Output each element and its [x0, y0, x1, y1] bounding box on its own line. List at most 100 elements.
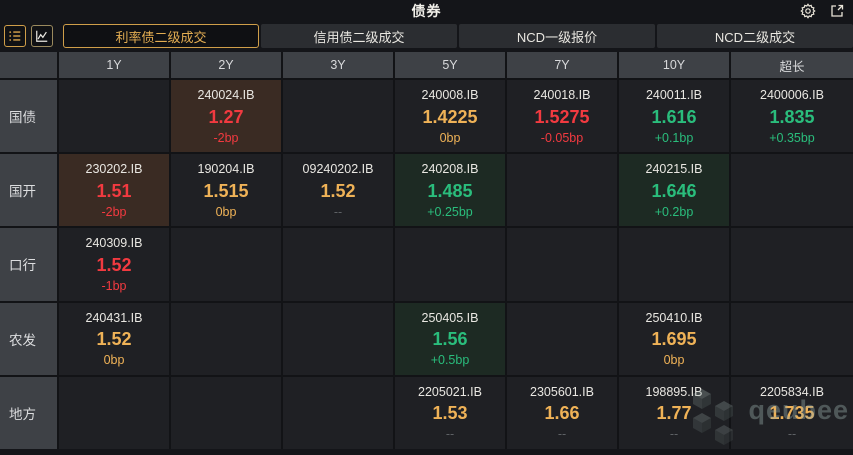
cell-exim-3y-empty [283, 228, 393, 301]
bond-code: 230202.IB [85, 162, 143, 177]
title-bar: 债券 [0, 0, 853, 22]
cell-adbc-7y-empty [507, 302, 617, 375]
cell-cdb-3y[interactable]: 09240202.IB 1.52 -- [283, 154, 393, 227]
bond-change: -- [787, 427, 797, 442]
col-header-7y: 7Y [507, 52, 617, 78]
tab-credit-bond-secondary[interactable]: 信用债二级成交 [261, 24, 457, 48]
bond-change: -- [557, 427, 567, 442]
bond-yield: 1.52 [96, 329, 132, 350]
bond-change: -2bp [213, 130, 239, 145]
bond-code: 2305601.IB [530, 384, 594, 399]
bond-change: +0.25bp [427, 204, 473, 219]
col-header-3y: 3Y [283, 52, 393, 78]
cell-exim-ultra-long-empty [731, 228, 853, 301]
col-header-5y: 5Y [395, 52, 505, 78]
row-label-adbc: 农发 [0, 302, 57, 375]
cell-cdb-ultra-long-empty [731, 154, 853, 227]
bond-change: 0bp [103, 353, 125, 368]
cell-treasury-7y[interactable]: 240018.IB 1.5275 -0.05bp [507, 80, 617, 153]
bond-code: 198895.IB [645, 384, 703, 399]
tab-rate-bond-secondary[interactable]: 利率债二级成交 [63, 24, 259, 48]
cell-local-gov-10y[interactable]: 198895.IB 1.77 -- [619, 376, 729, 449]
bond-yield: 1.485 [427, 180, 473, 201]
bond-yield: 1.735 [769, 403, 815, 424]
cell-treasury-ultra-long[interactable]: 2400006.IB 1.835 +0.35bp [731, 80, 853, 153]
bond-change: +0.2bp [654, 204, 694, 219]
page-title: 债券 [411, 3, 442, 19]
bond-yield: 1.66 [544, 403, 580, 424]
cell-treasury-2y[interactable]: 240024.IB 1.27 -2bp [171, 80, 281, 153]
bond-code: 250405.IB [421, 310, 479, 325]
bond-yield: 1.52 [96, 254, 132, 275]
toolbar: 利率债二级成交 信用债二级成交 NCD一级报价 NCD二级成交 [0, 22, 853, 52]
line-chart-icon [36, 30, 48, 42]
bond-yield: 1.695 [651, 329, 697, 350]
bond-change: 0bp [439, 130, 461, 145]
bond-code: 2205021.IB [418, 384, 482, 399]
bond-code: 250410.IB [645, 310, 703, 325]
cell-exim-1y[interactable]: 240309.IB 1.52 -1bp [59, 228, 169, 301]
cell-adbc-10y[interactable]: 250410.IB 1.695 0bp [619, 302, 729, 375]
col-header-1y: 1Y [59, 52, 169, 78]
cell-cdb-5y[interactable]: 240208.IB 1.485 +0.25bp [395, 154, 505, 227]
col-header-ultra-long: 超长 [731, 52, 853, 78]
tab-bar: 利率债二级成交 信用债二级成交 NCD一级报价 NCD二级成交 [63, 24, 853, 48]
bond-yield: 1.56 [432, 329, 468, 350]
open-external-icon[interactable] [829, 3, 845, 19]
cell-local-gov-ultra-long[interactable]: 2205834.IB 1.735 -- [731, 376, 853, 449]
cell-adbc-5y[interactable]: 250405.IB 1.56 +0.5bp [395, 302, 505, 375]
cell-local-gov-2y-empty [171, 376, 281, 449]
bond-change: -- [333, 204, 343, 219]
bond-yield: 1.5275 [534, 106, 590, 127]
cell-treasury-5y[interactable]: 240008.IB 1.4225 0bp [395, 80, 505, 153]
bond-code: 240431.IB [85, 310, 143, 325]
cell-exim-10y-empty [619, 228, 729, 301]
bond-code: 240024.IB [197, 88, 255, 102]
row-label-treasury: 国债 [0, 80, 57, 153]
cell-local-gov-1y-empty [59, 376, 169, 449]
bond-change: 0bp [663, 353, 685, 368]
settings-gear-icon[interactable] [800, 3, 816, 19]
bond-code: 240018.IB [533, 88, 591, 102]
bond-code: 190204.IB [197, 162, 255, 177]
bond-yield: 1.4225 [422, 106, 478, 127]
bond-change: -- [445, 427, 455, 442]
bond-code: 240011.IB [645, 88, 703, 102]
cell-cdb-7y-empty [507, 154, 617, 227]
tab-ncd-primary-quote[interactable]: NCD一级报价 [459, 24, 655, 48]
cell-local-gov-5y[interactable]: 2205021.IB 1.53 -- [395, 376, 505, 449]
bond-change: -- [669, 427, 679, 442]
bond-yield: 1.52 [320, 180, 356, 201]
list-icon [9, 31, 21, 41]
chart-view-button[interactable] [31, 25, 53, 47]
cell-cdb-10y[interactable]: 240215.IB 1.646 +0.2bp [619, 154, 729, 227]
bond-change: +0.5bp [430, 353, 470, 368]
cell-treasury-10y[interactable]: 240011.IB 1.616 +0.1bp [619, 80, 729, 153]
bond-yield: 1.835 [769, 106, 815, 127]
cell-local-gov-7y[interactable]: 2305601.IB 1.66 -- [507, 376, 617, 449]
bond-yield: 1.646 [651, 180, 697, 201]
table-corner [0, 52, 57, 78]
col-header-2y: 2Y [171, 52, 281, 78]
row-label-local-gov: 地方 [0, 376, 57, 449]
cell-local-gov-3y-empty [283, 376, 393, 449]
bond-code: 240208.IB [421, 162, 479, 177]
cell-cdb-1y[interactable]: 230202.IB 1.51 -2bp [59, 154, 169, 227]
bond-code: 240008.IB [421, 88, 479, 102]
list-view-button[interactable] [4, 25, 26, 47]
cell-adbc-3y-empty [283, 302, 393, 375]
cell-treasury-1y-empty [59, 80, 169, 153]
cell-exim-7y-empty [507, 228, 617, 301]
bond-yield: 1.27 [208, 106, 244, 127]
cell-adbc-2y-empty [171, 302, 281, 375]
tab-ncd-secondary[interactable]: NCD二级成交 [657, 24, 853, 48]
bond-yield: 1.515 [203, 180, 249, 201]
bond-yield: 1.616 [651, 106, 697, 127]
cell-treasury-3y-empty [283, 80, 393, 153]
cell-adbc-1y[interactable]: 240431.IB 1.52 0bp [59, 302, 169, 375]
cell-cdb-2y[interactable]: 190204.IB 1.515 0bp [171, 154, 281, 227]
bond-change: -0.05bp [540, 130, 584, 145]
bond-code: 09240202.IB [302, 162, 374, 177]
bond-code: 2205834.IB [760, 384, 824, 399]
